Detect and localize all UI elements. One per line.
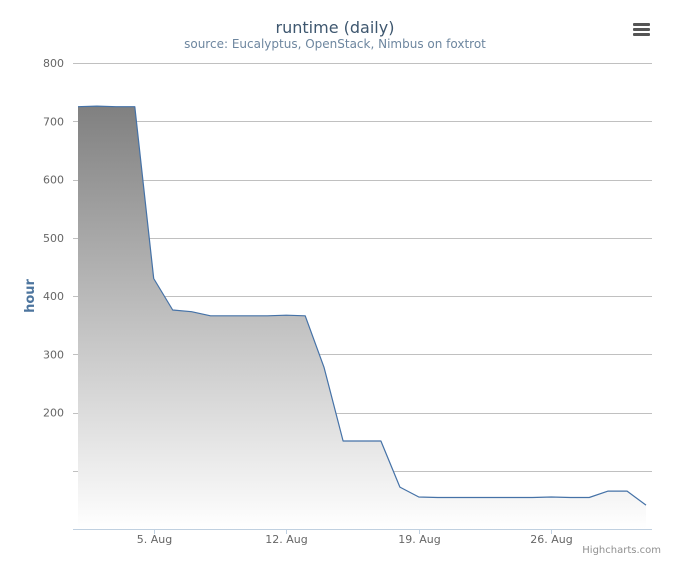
axes: 200 300 400 500 600 700 800 5. Aug 12. Aug 19. Au… xyxy=(43,57,652,546)
y-tick-label-700: 700 xyxy=(43,115,64,128)
export-menu-button[interactable] xyxy=(628,16,656,42)
data-point-2014-08-20[interactable] xyxy=(434,494,442,502)
data-point-2014-08-06[interactable] xyxy=(169,306,177,314)
data-point-2014-08-04[interactable] xyxy=(131,103,139,111)
y-axis-title: hour xyxy=(23,278,38,312)
data-point-2014-08-05[interactable] xyxy=(150,275,158,283)
data-point-2014-08-30[interactable] xyxy=(623,487,631,495)
data-point-2014-08-29[interactable] xyxy=(604,487,612,495)
chart-title: runtime (daily) xyxy=(276,18,395,37)
x-tick-label-2014-08-12: 12. Aug xyxy=(265,533,307,546)
x-tick-label-2014-08-05: 5. Aug xyxy=(137,533,172,546)
data-point-2014-08-02[interactable] xyxy=(93,102,101,110)
data-point-2014-08-07[interactable] xyxy=(188,308,196,316)
y-tick-label-500: 500 xyxy=(43,232,64,245)
data-point-2014-08-03[interactable] xyxy=(112,103,120,111)
data-point-2014-08-18[interactable] xyxy=(396,483,404,491)
data-point-2014-08-27[interactable] xyxy=(566,494,574,502)
data-point-2014-08-01[interactable] xyxy=(74,103,82,111)
data-point-2014-08-10[interactable] xyxy=(244,312,252,320)
data-point-2014-08-26[interactable] xyxy=(547,493,555,501)
data-point-2014-08-12[interactable] xyxy=(282,311,290,319)
data-point-2014-08-24[interactable] xyxy=(509,494,517,502)
credits-link[interactable]: Highcharts.com xyxy=(582,545,661,556)
data-point-2014-08-21[interactable] xyxy=(453,494,461,502)
data-point-2014-08-14[interactable] xyxy=(320,364,328,372)
data-point-2014-08-16[interactable] xyxy=(358,437,366,445)
y-tick-label-800: 800 xyxy=(43,57,64,70)
y-tick-label-300: 300 xyxy=(43,348,64,361)
data-point-2014-08-08[interactable] xyxy=(207,312,215,320)
series-line[interactable] xyxy=(77,105,647,506)
data-point-2014-08-23[interactable] xyxy=(491,494,499,502)
data-point-2014-08-09[interactable] xyxy=(225,312,233,320)
y-tick-label-200: 200 xyxy=(43,407,64,420)
data-point-2014-08-31[interactable] xyxy=(642,501,650,509)
data-point-2014-08-11[interactable] xyxy=(263,312,271,320)
chart-subtitle: source: Eucalyptus, OpenStack, Nimbus on… xyxy=(184,37,486,51)
data-point-2014-08-13[interactable] xyxy=(301,312,309,320)
area-series xyxy=(74,102,650,529)
area-fill xyxy=(78,106,646,529)
x-tick-label-2014-08-26: 26. Aug xyxy=(530,533,572,546)
data-point-2014-08-19[interactable] xyxy=(415,493,423,501)
data-point-2014-08-22[interactable] xyxy=(472,494,480,502)
data-point-2014-08-25[interactable] xyxy=(528,494,536,502)
y-tick-label-400: 400 xyxy=(43,290,64,303)
data-point-2014-08-17[interactable] xyxy=(377,437,385,445)
x-tick-label-2014-08-19: 19. Aug xyxy=(398,533,440,546)
y-tick-label-600: 600 xyxy=(43,174,64,187)
data-point-2014-08-15[interactable] xyxy=(339,437,347,445)
data-point-2014-08-28[interactable] xyxy=(585,494,593,502)
